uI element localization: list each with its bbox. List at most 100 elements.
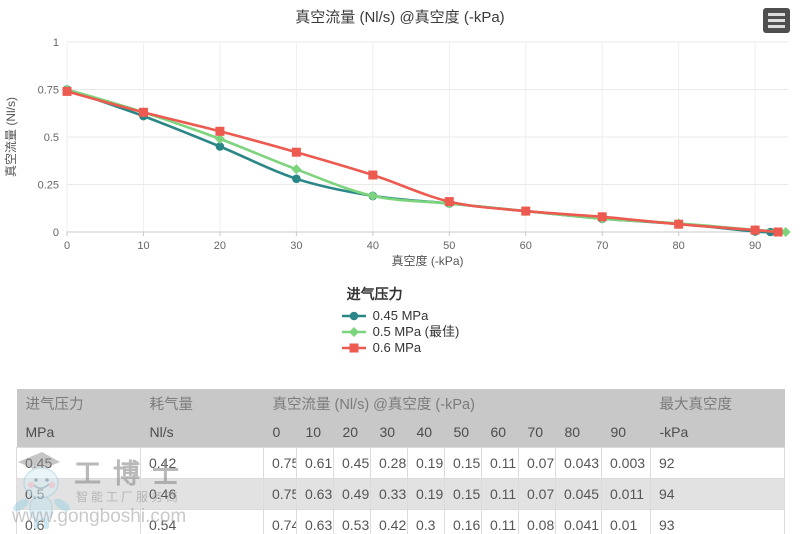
- header-cell: 耗气量: [140, 389, 264, 417]
- spec-table-body: 0.450.420.750.610.450.280.190.150.110.07…: [16, 446, 785, 534]
- spec-table: 进气压力 耗气量 真空流量 (Nl/s) @真空度 (-kPa) 最大真空度 MPa N…: [16, 389, 785, 534]
- table-row: 0.450.420.750.610.450.280.190.150.110.07…: [16, 446, 785, 479]
- header-unit-cell: 70: [518, 417, 556, 447]
- series-line: [66, 88, 771, 234]
- header-unit-cell: MPa: [16, 417, 141, 447]
- header-unit-cell: -kPa: [650, 417, 785, 447]
- table-cell: 0.16: [444, 508, 482, 534]
- table-cell: 0.33: [370, 477, 408, 510]
- data-point-square: [62, 86, 72, 96]
- x-tick-label: 60: [520, 240, 532, 252]
- table-cell: 0.74: [263, 508, 297, 534]
- table-cell: 0.75: [263, 477, 297, 510]
- table-cell: 0.041: [555, 508, 602, 534]
- x-tick-label: 20: [214, 240, 226, 252]
- table-cell: 93: [650, 508, 785, 534]
- series-line: [66, 88, 786, 234]
- table-cell: 0.07: [518, 446, 556, 479]
- header-unit-cell: 60: [481, 417, 519, 447]
- square-marker-icon: [341, 343, 366, 353]
- table-cell: 92: [650, 446, 785, 479]
- data-point-square: [674, 219, 684, 229]
- data-point-diamond: [780, 227, 791, 237]
- header-cell: 真空流量 (Nl/s) @真空度 (-kPa): [263, 389, 651, 417]
- table-cell: 0.6: [16, 508, 141, 534]
- table-cell: 0.75: [263, 446, 297, 479]
- data-point-square: [215, 126, 225, 136]
- header-unit-cell: 80: [555, 417, 602, 447]
- table-row: 0.60.540.740.630.530.420.30.160.110.080.…: [16, 508, 785, 534]
- diamond-marker-icon: [341, 327, 366, 337]
- table-cell: 0.15: [444, 446, 482, 479]
- table-cell: 0.08: [518, 508, 556, 534]
- legend-item[interactable]: 0.45 MPa: [341, 308, 460, 324]
- table-cell: 0.53: [333, 508, 371, 534]
- x-tick-label: 80: [673, 240, 685, 252]
- legend-item[interactable]: 0.6 MPa: [341, 340, 460, 356]
- table-cell: 0.28: [370, 446, 408, 479]
- table-cell: 0.46: [140, 477, 264, 510]
- data-point-square: [444, 197, 454, 207]
- header-unit-cell: 40: [407, 417, 445, 447]
- data-point-diamond: [291, 164, 302, 175]
- table-cell: 0.3: [407, 508, 445, 534]
- table-cell: 0.61: [296, 446, 334, 479]
- table-cell: 0.011: [601, 477, 651, 510]
- data-point-circle: [215, 142, 225, 151]
- series-line: [66, 90, 779, 234]
- legend-item-label: 0.6 MPa: [372, 340, 422, 355]
- table-cell: 0.49: [333, 477, 371, 510]
- table-cell: 0.42: [370, 508, 408, 534]
- spec-table-wrap: 进气压力 耗气量 真空流量 (Nl/s) @真空度 (-kPa) 最大真空度 MPa N…: [16, 389, 785, 534]
- data-point-square: [750, 225, 760, 235]
- table-cell: 0.42: [140, 446, 264, 479]
- table-cell: 0.63: [296, 508, 334, 534]
- table-cell: 94: [650, 477, 785, 510]
- header-unit-cell: Nl/s: [140, 417, 264, 447]
- data-point-square: [597, 212, 607, 222]
- table-cell: 0.003: [601, 446, 651, 479]
- table-cell: 0.15: [444, 477, 482, 510]
- legend-item-label: 0.45 MPa: [372, 308, 429, 323]
- y-tick-label: 0: [53, 227, 59, 239]
- data-point-square: [138, 107, 148, 117]
- header-cell: 最大真空度: [650, 389, 785, 417]
- table-row: 0.50.460.750.630.490.330.190.150.110.070…: [16, 477, 785, 510]
- y-tick-label: 0.5: [44, 132, 59, 144]
- table-cell: 0.54: [140, 508, 264, 534]
- header-unit-cell: 0: [263, 417, 297, 447]
- table-cell: 0.45: [16, 446, 141, 479]
- vacuum-flow-chart-card: 真空流量 (Nl/s) @真空度 (-kPa) 0 0.25 0.5 0.75 1 0 10…: [4, 8, 791, 356]
- table-cell: 0.043: [555, 446, 602, 479]
- table-cell: 0.11: [481, 477, 519, 510]
- x-tick-label: 30: [290, 240, 302, 252]
- legend-title: 进气压力: [346, 286, 403, 302]
- y-tick-label: 0.75: [38, 85, 59, 97]
- header-unit-cell: 90: [601, 417, 651, 447]
- table-cell: 0.045: [555, 477, 602, 510]
- data-point-square: [521, 206, 531, 216]
- header-unit-cell: 10: [296, 417, 334, 447]
- table-cell: 0.11: [481, 508, 519, 534]
- chart-title: 真空流量 (Nl/s) @真空度 (-kPa): [295, 9, 505, 26]
- legend-items: 0.45 MPa 0.5 MPa (最佳) 0.6 MPa: [341, 308, 460, 356]
- chart-legend: 进气压力 0.45 MPa 0.5 MPa (最佳) 0.6 MPa: [341, 284, 460, 356]
- chart-menu-button[interactable]: [763, 8, 790, 33]
- table-cell: 0.5: [16, 477, 141, 510]
- table-cell: 0.11: [481, 446, 519, 479]
- y-tick-label: 0.25: [38, 180, 59, 192]
- table-cell: 0.63: [296, 477, 334, 510]
- table-cell: 0.07: [518, 477, 556, 510]
- table-cell: 0.19: [407, 446, 445, 479]
- header-cell: 进气压力: [16, 389, 141, 417]
- table-cell: 0.01: [601, 508, 651, 534]
- legend-item[interactable]: 0.5 MPa (最佳): [341, 324, 459, 340]
- x-tick-label: 50: [443, 240, 455, 252]
- data-point-circle: [292, 174, 301, 184]
- table-cell: 0.45: [333, 446, 371, 479]
- header-unit-cell: 50: [444, 417, 482, 447]
- x-tick-label: 10: [137, 240, 149, 252]
- x-tick-label: 70: [596, 240, 608, 252]
- data-point-diamond: [214, 133, 225, 144]
